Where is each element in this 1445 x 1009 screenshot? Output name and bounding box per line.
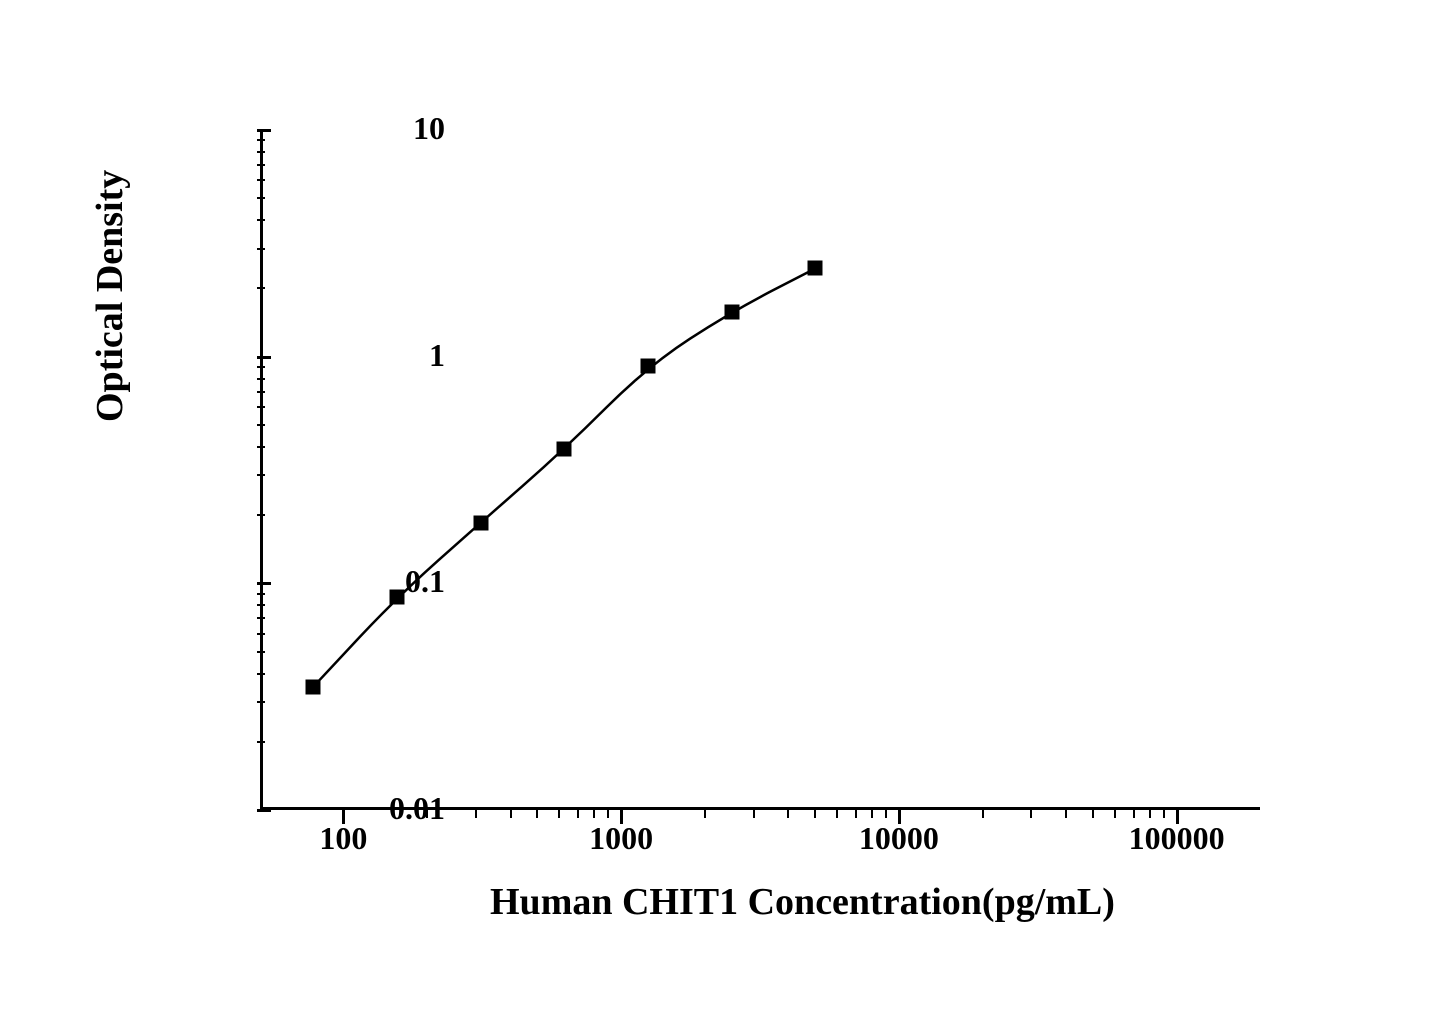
y-major-tick: [257, 809, 271, 812]
y-minor-tick: [257, 701, 265, 703]
x-minor-tick: [510, 810, 512, 818]
y-minor-tick: [257, 219, 265, 221]
x-minor-tick: [475, 810, 477, 818]
x-minor-tick: [704, 810, 706, 818]
x-minor-tick: [558, 810, 560, 818]
y-minor-tick: [257, 593, 265, 595]
data-point: [724, 304, 739, 319]
x-minor-tick: [536, 810, 538, 818]
y-minor-tick: [257, 287, 265, 289]
y-minor-tick: [257, 604, 265, 606]
y-minor-tick: [257, 446, 265, 448]
y-minor-tick: [257, 197, 265, 199]
x-minor-tick: [607, 810, 609, 818]
x-tick-label: 10000: [859, 820, 939, 857]
y-minor-tick: [257, 651, 265, 653]
x-minor-tick: [871, 810, 873, 818]
x-minor-tick: [982, 810, 984, 818]
y-major-tick: [257, 582, 271, 585]
x-axis-label: Human CHIT1 Concentration(pg/mL): [490, 880, 1115, 924]
y-minor-tick: [257, 248, 265, 250]
x-minor-tick: [753, 810, 755, 818]
x-minor-tick: [1133, 810, 1135, 818]
x-minor-tick: [1065, 810, 1067, 818]
y-minor-tick: [257, 633, 265, 635]
data-line: [260, 130, 1260, 810]
y-minor-tick: [257, 366, 265, 368]
x-minor-tick: [426, 810, 428, 818]
x-minor-tick: [855, 810, 857, 818]
y-minor-tick: [257, 139, 265, 141]
data-point: [389, 590, 404, 605]
x-minor-tick: [885, 810, 887, 818]
data-point: [557, 442, 572, 457]
chart-container: Optical Density Human CHIT1 Concentratio…: [140, 60, 1340, 960]
data-point: [808, 261, 823, 276]
x-minor-tick: [1163, 810, 1165, 818]
y-minor-tick: [257, 406, 265, 408]
y-minor-tick: [257, 391, 265, 393]
x-minor-tick: [577, 810, 579, 818]
x-tick-label: 100: [319, 820, 367, 857]
x-minor-tick: [836, 810, 838, 818]
y-tick-label: 1: [345, 337, 445, 374]
y-axis-label: Optical Density: [88, 170, 132, 422]
x-minor-tick: [1030, 810, 1032, 818]
data-point: [473, 515, 488, 530]
y-tick-label: 10: [345, 110, 445, 147]
y-minor-tick: [257, 741, 265, 743]
y-minor-tick: [257, 474, 265, 476]
data-point: [641, 358, 656, 373]
y-minor-tick: [257, 514, 265, 516]
y-minor-tick: [257, 617, 265, 619]
x-tick-label: 1000: [589, 820, 653, 857]
data-point: [306, 679, 321, 694]
y-minor-tick: [257, 378, 265, 380]
y-minor-tick: [257, 179, 265, 181]
x-minor-tick: [787, 810, 789, 818]
x-minor-tick: [1092, 810, 1094, 818]
y-major-tick: [257, 356, 271, 359]
y-major-tick: [257, 129, 271, 132]
x-tick-label: 100000: [1129, 820, 1225, 857]
x-minor-tick: [593, 810, 595, 818]
y-minor-tick: [257, 424, 265, 426]
x-minor-tick: [1149, 810, 1151, 818]
x-minor-tick: [1114, 810, 1116, 818]
y-minor-tick: [257, 164, 265, 166]
x-minor-tick: [814, 810, 816, 818]
y-minor-tick: [257, 673, 265, 675]
y-minor-tick: [257, 151, 265, 153]
